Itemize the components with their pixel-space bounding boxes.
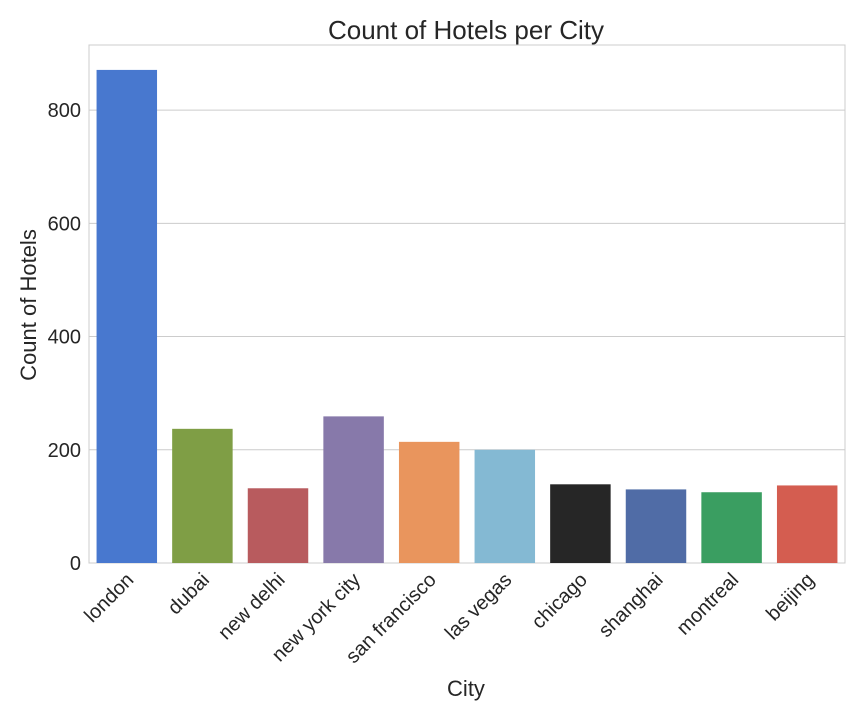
bar-las-vegas bbox=[474, 449, 536, 563]
chart-title: Count of Hotels per City bbox=[328, 15, 604, 45]
bar-beijing bbox=[776, 485, 838, 563]
x-tick-label: montreal bbox=[673, 569, 744, 640]
plot-frame bbox=[88, 44, 846, 564]
x-axis-label: City bbox=[447, 676, 485, 701]
bar-london bbox=[96, 69, 158, 563]
y-tick-label: 0 bbox=[70, 553, 81, 575]
x-tick-label: chicago bbox=[528, 569, 592, 633]
x-tick-label: london bbox=[80, 569, 138, 627]
bar-chicago bbox=[550, 484, 611, 563]
y-tick-label: 800 bbox=[48, 100, 81, 122]
x-tick-label: las vegas bbox=[441, 569, 516, 644]
bar-montreal bbox=[701, 492, 762, 563]
x-tick-label: shanghai bbox=[595, 569, 668, 642]
y-tick-label: 600 bbox=[48, 213, 81, 235]
y-tick-label: 200 bbox=[48, 440, 81, 462]
x-tick-label: beijing bbox=[762, 569, 818, 625]
y-tick-label: 400 bbox=[48, 327, 81, 349]
x-tick-label: dubai bbox=[164, 569, 214, 619]
bar-dubai bbox=[172, 428, 233, 563]
x-tick-label: new delhi bbox=[214, 569, 289, 644]
y-axis-label: Count of Hotels bbox=[16, 229, 41, 381]
bar-new-york-city bbox=[323, 416, 384, 563]
bar-new-delhi bbox=[247, 488, 309, 563]
bar-san-francisco bbox=[398, 441, 460, 563]
bar-shanghai bbox=[625, 489, 687, 563]
bars bbox=[96, 69, 838, 563]
y-axis-ticks: 0 200 400 600 800 bbox=[48, 100, 81, 575]
